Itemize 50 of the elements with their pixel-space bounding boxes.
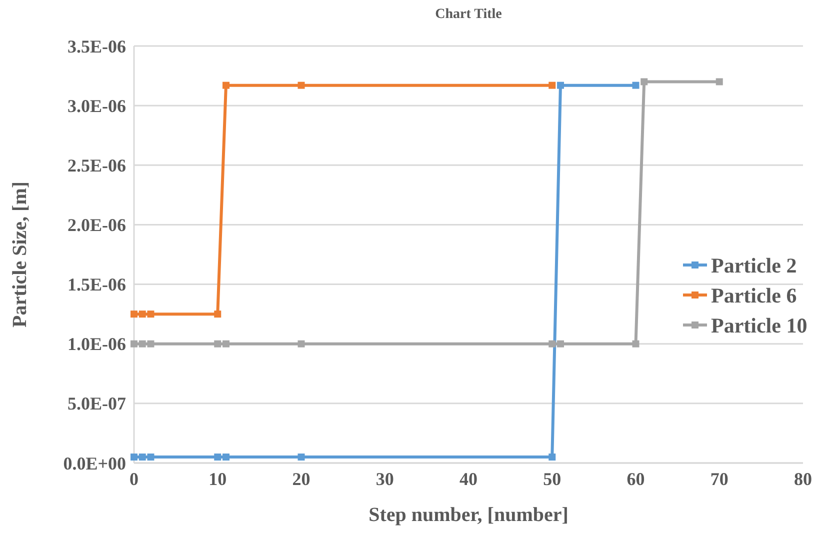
- point: [548, 340, 556, 348]
- legend-label: Particle 6: [711, 283, 797, 308]
- point: [548, 454, 556, 461]
- point: [130, 310, 138, 318]
- point: [222, 454, 230, 461]
- point: [556, 82, 564, 89]
- x-tick-label: 40: [460, 469, 478, 489]
- point: [214, 454, 222, 461]
- y-tick-label: 3.0E-06: [68, 96, 126, 116]
- point: [298, 454, 305, 461]
- point: [138, 340, 146, 348]
- point: [147, 454, 154, 461]
- x-tick-label: 20: [292, 469, 310, 489]
- chart-title: Chart Title: [435, 7, 502, 22]
- point: [716, 78, 723, 86]
- x-tick-label: 60: [626, 469, 645, 489]
- x-tick-label: 30: [376, 469, 394, 489]
- y-tick-label: 5.0E-07: [68, 394, 126, 414]
- x-tick-label: 10: [208, 469, 227, 489]
- y-tick-label: 0.0E+00: [63, 453, 126, 474]
- point: [548, 82, 556, 89]
- point: [298, 340, 305, 348]
- point: [147, 340, 154, 348]
- x-tick-label: 50: [543, 469, 562, 489]
- y-axis-title: Particle Size, [m]: [9, 181, 31, 328]
- x-axis-title: Step number, [number]: [368, 504, 568, 526]
- y-tick-label: 2.0E-06: [68, 215, 126, 236]
- point: [632, 340, 640, 348]
- point: [138, 310, 146, 318]
- y-tick-label: 3.5E-06: [68, 36, 126, 56]
- point: [130, 340, 138, 348]
- point: [130, 454, 138, 461]
- x-tick-label: 0: [130, 469, 138, 489]
- point: [632, 82, 640, 89]
- x-tick-label: 70: [710, 469, 728, 489]
- legend-label: Particle 2: [711, 253, 797, 278]
- y-tick-label: 2.5E-06: [68, 155, 126, 176]
- point: [556, 340, 564, 348]
- legend-label: Particle 10: [711, 313, 808, 338]
- point: [298, 82, 305, 89]
- point: [147, 310, 154, 318]
- point: [222, 82, 230, 89]
- point: [214, 310, 222, 318]
- point: [222, 340, 230, 348]
- y-tick-label: 1.5E-06: [68, 274, 126, 295]
- x-tick-label: 80: [794, 469, 812, 489]
- point: [138, 454, 146, 461]
- point: [214, 340, 222, 348]
- point: [640, 78, 648, 86]
- y-tick-label: 1.0E-06: [68, 334, 126, 354]
